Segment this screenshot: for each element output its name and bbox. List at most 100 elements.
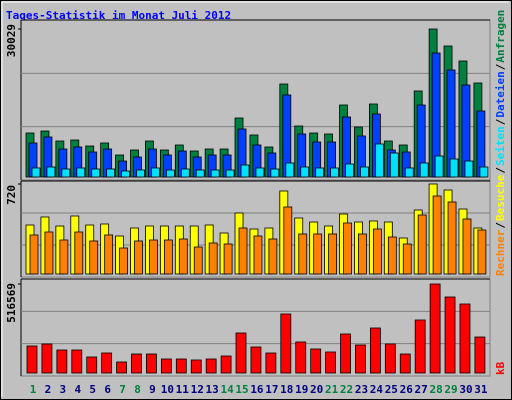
bar [300, 166, 310, 178]
bar [136, 169, 145, 178]
x-tick-label: 19 [295, 383, 308, 396]
bar [384, 343, 396, 374]
x-tick-label: 7 [119, 383, 126, 396]
bar [61, 168, 71, 178]
legend-label: Rechner [494, 229, 507, 276]
x-tick-label: 11 [176, 383, 190, 396]
x-tick-label: 4 [74, 383, 81, 396]
bar [434, 155, 444, 178]
bar [220, 355, 232, 374]
bar [310, 348, 322, 374]
bar [270, 168, 280, 178]
x-tick-label: 30 [459, 383, 472, 396]
x-tick-label: 3 [60, 383, 67, 396]
x-tick-label: 27 [415, 383, 428, 396]
x-tick-label: 12 [191, 383, 204, 396]
bar [46, 166, 56, 178]
bar [56, 349, 68, 374]
bar [374, 143, 384, 178]
x-tick-label: 13 [206, 383, 219, 396]
bar [193, 246, 203, 275]
x-tick-label: 14 [220, 383, 234, 396]
bar [41, 343, 53, 374]
bar [146, 353, 157, 374]
x-tick-label: 29 [444, 383, 457, 396]
x-tick-label: 6 [104, 383, 111, 396]
bar [91, 168, 101, 178]
bar [325, 351, 337, 374]
bar [149, 239, 158, 275]
bar [462, 218, 472, 275]
bar [240, 164, 250, 178]
chart-title: Tages-Statistik im Monat Juli 2012 [6, 9, 231, 22]
x-tick-label: 26 [400, 383, 414, 396]
bar [313, 233, 323, 275]
bar [205, 358, 217, 374]
bar [459, 303, 471, 374]
bar [223, 243, 233, 275]
bar [59, 239, 69, 275]
bar [358, 233, 367, 275]
bar [208, 242, 218, 275]
bar [104, 234, 114, 275]
x-tick-label: 16 [250, 383, 264, 396]
legend-label: kB [494, 361, 507, 375]
bar [355, 344, 366, 374]
bar [131, 353, 142, 374]
bar [444, 296, 456, 374]
bar [190, 359, 202, 374]
bar [285, 162, 295, 178]
bar [160, 358, 172, 374]
legend-separator: / [494, 167, 507, 174]
bar [360, 166, 369, 178]
bar [31, 167, 41, 178]
bar [474, 336, 486, 374]
bar [253, 235, 263, 275]
bar [235, 332, 247, 374]
bar [414, 319, 426, 374]
bar [116, 361, 127, 374]
bar [74, 231, 84, 275]
bar [106, 168, 116, 178]
bar [71, 349, 83, 374]
bar [432, 195, 442, 275]
x-tick-label: 2 [45, 383, 52, 396]
bar [477, 229, 487, 275]
bar [89, 240, 99, 275]
bar [479, 166, 489, 178]
bar [369, 327, 381, 374]
x-tick-label: 25 [385, 383, 398, 396]
bar [163, 239, 173, 275]
x-tick-label: 31 [474, 383, 488, 396]
bar [121, 170, 130, 178]
x-tick-label: 23 [355, 383, 368, 396]
bar [295, 341, 307, 374]
x-tick-label: 1 [30, 383, 37, 396]
bar [280, 313, 292, 374]
bar [250, 346, 262, 374]
bar [134, 240, 143, 275]
bar [404, 167, 414, 178]
bar [298, 233, 308, 275]
bar [195, 169, 205, 178]
bar [330, 167, 340, 178]
x-tick-label: 20 [310, 383, 323, 396]
legend-label: Seiten [494, 126, 507, 166]
bar [225, 169, 235, 178]
bar [387, 236, 397, 275]
x-tick-label: 5 [89, 383, 96, 396]
bar [399, 353, 411, 374]
bar [151, 167, 160, 178]
bar [417, 214, 427, 275]
bar [343, 222, 352, 275]
bar [268, 238, 278, 275]
bar [29, 234, 39, 275]
x-tick-label: 9 [149, 383, 156, 396]
bar [210, 169, 220, 178]
legend-label: Besuche [494, 174, 507, 221]
bar [76, 167, 86, 178]
bar [372, 228, 382, 275]
bar [328, 233, 338, 275]
x-tick-label: 28 [429, 383, 442, 396]
